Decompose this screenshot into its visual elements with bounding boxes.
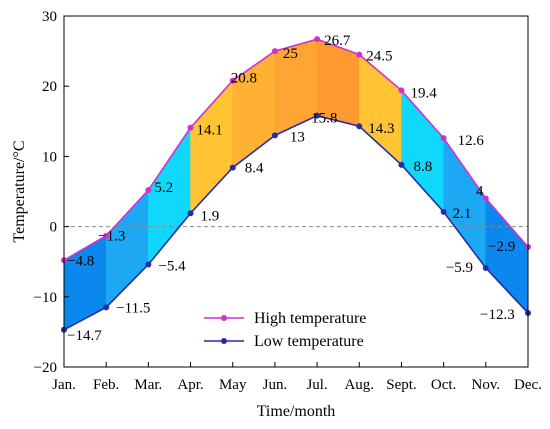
high-temperature-line xyxy=(63,38,529,261)
y-tick-label: 30 xyxy=(42,9,57,25)
y-axis: −20 −10 0 10 20 30 xyxy=(34,9,69,376)
low-legend-label: Low temperature xyxy=(254,333,364,350)
y-axis-title: Temperature/°C xyxy=(11,140,28,242)
high-point xyxy=(356,51,363,58)
low-point xyxy=(187,210,194,217)
x-tick-label: Jun. xyxy=(263,377,288,393)
plot-frame xyxy=(63,15,529,368)
high-data-label: 24.5 xyxy=(366,49,392,65)
low-point xyxy=(398,161,405,168)
high-data-label: 5.2 xyxy=(154,180,173,196)
band-aug xyxy=(359,54,402,166)
low-data-label: 8.4 xyxy=(245,161,264,177)
low-point xyxy=(103,304,110,311)
band-sept xyxy=(401,89,444,213)
x-tick-label: Dec. xyxy=(514,377,542,393)
low-point xyxy=(314,112,321,119)
high-data-label: 19.4 xyxy=(410,85,437,101)
temperature-range-bands xyxy=(63,38,529,331)
legend: High temperature Low temperature xyxy=(204,310,366,350)
low-data-label: 14.3 xyxy=(368,121,394,137)
x-tick-label: Mar. xyxy=(134,377,162,393)
high-data-label: 14.1 xyxy=(197,123,223,139)
high-data-label: −4.8 xyxy=(67,253,94,269)
high-point xyxy=(103,232,110,239)
high-point xyxy=(187,124,194,131)
high-point xyxy=(229,77,236,84)
high-data-label: −2.9 xyxy=(488,239,515,255)
low-data-label: 2.1 xyxy=(453,206,472,222)
data-labels: −4.8−1.3 5.2 14.1 20.8 25 26.7 24.5 19.4 12.6 4 −2… xyxy=(67,33,515,344)
low-data-label: −11.5 xyxy=(116,300,150,316)
band-apr xyxy=(190,79,233,214)
band-feb xyxy=(105,189,149,308)
high-point xyxy=(145,187,152,194)
high-data-label: 20.8 xyxy=(231,71,257,87)
x-tick-label: Oct. xyxy=(431,377,456,393)
y-tick-label: −20 xyxy=(34,360,57,376)
series-lines xyxy=(61,36,531,333)
low-data-label: 15.8 xyxy=(311,111,337,127)
high-point xyxy=(314,36,321,43)
high-data-label: 26.7 xyxy=(324,33,351,49)
low-legend-marker xyxy=(221,338,227,344)
low-data-label: −5.9 xyxy=(446,260,473,276)
high-point xyxy=(482,195,489,202)
y-tick-label: 0 xyxy=(50,220,58,236)
band-oct xyxy=(443,137,487,269)
y-tick-label: 10 xyxy=(42,149,57,165)
low-data-label: −14.7 xyxy=(67,328,102,344)
high-legend-label: High temperature xyxy=(254,310,366,327)
low-data-label: 13 xyxy=(290,129,305,145)
x-tick-label: Sept. xyxy=(386,377,416,393)
y-tick-label: 20 xyxy=(42,79,57,95)
band-jan xyxy=(63,235,107,331)
high-point xyxy=(440,135,447,142)
x-tick-label: May xyxy=(219,377,247,393)
low-point xyxy=(145,261,152,268)
x-tick-label: Jul. xyxy=(306,377,327,393)
low-data-label: −12.3 xyxy=(480,307,515,323)
y-tick-label: −10 xyxy=(34,290,57,306)
x-tick-label: Apr. xyxy=(177,377,203,393)
x-axis-title: Time/month xyxy=(257,403,336,420)
high-legend-marker xyxy=(221,315,227,321)
high-data-label: −1.3 xyxy=(98,229,125,245)
x-tick-label: Aug. xyxy=(344,377,374,393)
x-tick-label: Nov. xyxy=(472,377,501,393)
high-point xyxy=(271,48,278,55)
low-point xyxy=(482,265,489,272)
band-may xyxy=(232,50,276,169)
band-nov xyxy=(485,197,529,314)
x-tick-label: Feb. xyxy=(93,377,119,393)
low-temperature-line xyxy=(63,114,529,331)
low-point xyxy=(229,164,236,171)
low-data-label: −5.4 xyxy=(158,259,186,275)
x-tick-label: Jan. xyxy=(52,377,76,393)
low-point xyxy=(356,123,363,130)
x-axis: Jan. Feb. Mar. Apr. May Jun. Jul. Aug. Sept. Oct.… xyxy=(52,362,542,393)
high-data-label: 4 xyxy=(476,184,484,200)
high-data-label: 25 xyxy=(283,46,298,62)
low-point xyxy=(271,132,278,139)
high-data-label: 12.6 xyxy=(458,133,485,149)
low-data-label: 1.9 xyxy=(201,208,220,224)
high-point xyxy=(398,87,405,94)
low-data-label: 8.8 xyxy=(413,159,432,175)
low-point xyxy=(440,208,447,215)
